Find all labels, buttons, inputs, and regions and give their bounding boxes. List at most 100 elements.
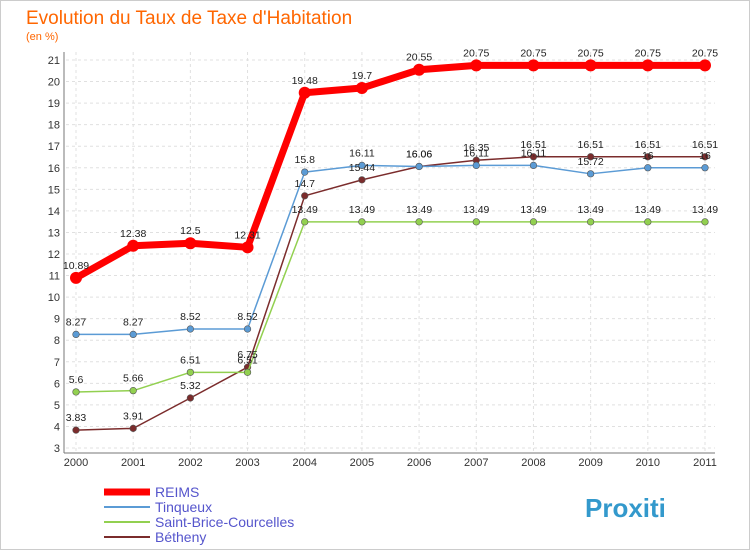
data-point [70, 271, 82, 284]
y-tick-label: 3 [54, 443, 60, 455]
data-point [470, 59, 483, 72]
data-label: 12.5 [180, 225, 201, 237]
y-tick-label: 8 [54, 335, 60, 347]
y-tick-label: 16 [48, 163, 60, 175]
data-label: 8.52 [180, 311, 201, 323]
data-label: 20.75 [692, 47, 718, 59]
data-point [415, 162, 423, 171]
data-label: 16.06 [406, 148, 432, 160]
data-label: 13.49 [349, 204, 375, 216]
data-point [415, 218, 423, 226]
legend-label: REIMS [155, 484, 199, 500]
grid [66, 52, 715, 453]
data-label: 20.75 [463, 47, 489, 59]
data-point [413, 63, 426, 76]
data-point [129, 330, 137, 339]
y-tick-label: 18 [48, 120, 60, 132]
data-point [527, 59, 540, 72]
data-label: 12.38 [120, 228, 146, 240]
y-tick-label: 4 [54, 421, 60, 433]
legend-label: Saint-Brice-Courcelles [155, 514, 294, 530]
data-point [184, 237, 197, 250]
data-label: 3.83 [66, 412, 87, 424]
x-tick-label: 2005 [350, 457, 374, 469]
data-label: 15.72 [577, 156, 603, 168]
data-label: 5.6 [69, 374, 84, 386]
data-point [186, 325, 194, 333]
data-point [529, 153, 538, 161]
x-tick-label: 2011 [693, 457, 717, 469]
x-tick-label: 2000 [64, 457, 88, 469]
chart-subtitle: (en %) [26, 31, 58, 43]
data-label: 8.27 [123, 316, 144, 328]
data-point [355, 82, 368, 95]
data-point [127, 239, 140, 252]
data-point [529, 161, 538, 170]
data-label: 14.7 [295, 178, 316, 190]
y-tick-label: 13 [48, 227, 60, 239]
y-tick-label: 7 [54, 357, 60, 369]
y-tick-label: 9 [54, 314, 60, 326]
y-tick-label: 17 [48, 141, 60, 153]
chart-title: Evolution du Taux de Taxe d'Habitation [26, 8, 352, 29]
x-tick-label: 2001 [121, 457, 145, 469]
data-label: 20.75 [635, 47, 661, 59]
data-point [358, 161, 366, 170]
data-label: 19.7 [352, 70, 373, 82]
data-point [241, 241, 254, 254]
data-point [72, 388, 80, 396]
data-label: 16.06 [406, 148, 432, 160]
data-label: 3.91 [123, 410, 144, 422]
data-point [701, 153, 709, 161]
data-label: 19.48 [292, 75, 318, 87]
data-label: 6.51 [237, 354, 258, 366]
data-point [701, 218, 709, 226]
data-point [301, 168, 309, 176]
y-tick-label: 20 [48, 77, 60, 89]
data-point [243, 325, 252, 333]
data-label: 16.51 [577, 139, 603, 151]
data-label: 8.27 [66, 316, 87, 328]
data-label: 13.49 [463, 204, 489, 216]
data-label: 13.49 [577, 204, 603, 216]
data-label: 16.51 [635, 139, 661, 151]
data-point [129, 387, 137, 395]
data-label: 16 [699, 150, 711, 162]
series-line-3 [75, 156, 705, 431]
y-tick-label: 11 [49, 271, 60, 283]
data-point [701, 164, 709, 172]
data-label: 12.31 [234, 229, 260, 241]
data-point [529, 218, 538, 226]
brand-logo-text: Proxiti [585, 493, 666, 523]
axes: 3 4 5 6 7 8 9 10 11 12 13 14 15 16 17 18 19 20 21 2000 2001 2… [48, 52, 717, 469]
x-tick-label: 2010 [636, 457, 660, 469]
y-tick-label: 14 [48, 206, 60, 218]
y-tick-label: 15 [48, 184, 60, 196]
data-labels: 10.89 12.38 12.5 12.31 19.48 19.7 20.55 20.75 20… [63, 47, 718, 424]
data-point [243, 368, 252, 376]
data-point [587, 170, 595, 178]
x-tick-label: 2007 [464, 457, 488, 469]
legend-label: Bétheny [155, 529, 206, 545]
data-label: 10.89 [63, 260, 89, 272]
series-line-2 [75, 221, 705, 393]
legend-label: Tinqueux [155, 499, 212, 515]
brand-logo: Proxiti [585, 493, 666, 523]
data-label: 20.75 [520, 47, 546, 59]
data-point [72, 426, 80, 434]
data-point [186, 394, 194, 402]
data-point [644, 153, 652, 161]
series-line-1 [76, 164, 705, 336]
data-label: 16.11 [521, 147, 547, 159]
data-point [644, 218, 652, 226]
data-point [186, 368, 194, 376]
x-tick-label: 2003 [235, 457, 259, 469]
y-tick-label: 6 [54, 378, 60, 390]
data-label: 13.49 [406, 204, 432, 216]
x-tick-label: 2009 [578, 457, 602, 469]
x-tick-label: 2008 [521, 457, 545, 469]
data-point [301, 192, 309, 200]
legend: REIMSTinqueuxSaint-Brice-CourcellesBéthe… [104, 484, 294, 545]
x-tick-label: 2006 [407, 457, 431, 469]
